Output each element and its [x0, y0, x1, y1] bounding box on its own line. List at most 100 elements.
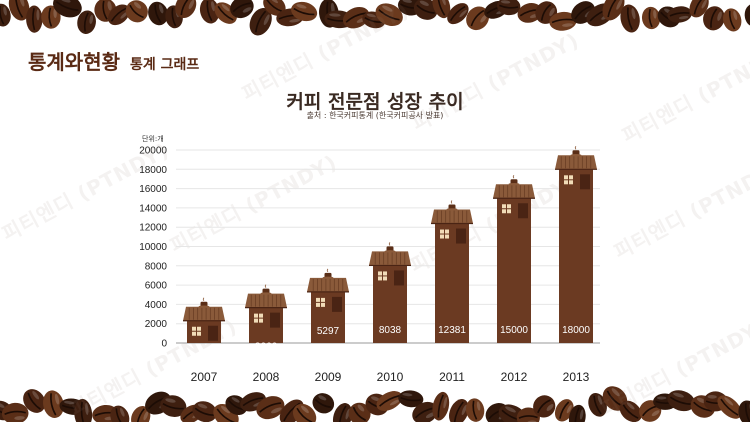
bar-house: 2305	[183, 297, 225, 366]
coffee-bean	[1, 402, 29, 422]
x-tick-label: 2012	[501, 370, 528, 384]
y-tick-label: 8000	[145, 261, 168, 272]
y-tick-label: 4000	[145, 300, 168, 311]
y-tick-label: 0	[161, 339, 167, 350]
coffee-bean	[667, 6, 692, 23]
coffee-bean	[497, 0, 521, 16]
x-tick-label: 2008	[253, 370, 280, 384]
bar-house: 18000	[555, 146, 597, 343]
coffee-bean	[554, 399, 574, 422]
coffee-bean	[0, 3, 11, 27]
coffee-bean	[348, 402, 371, 422]
x-tick-label: 2013	[563, 370, 590, 384]
coffee-bean	[413, 0, 438, 20]
coffee-bean	[465, 398, 485, 422]
coffee-cup-icon	[446, 200, 458, 211]
coffee-bean	[175, 0, 197, 19]
bar-value-label: 8038	[379, 325, 402, 336]
y-tick-label: 2000	[145, 319, 168, 330]
coffee-bean	[703, 6, 725, 31]
coffee-bean	[26, 5, 43, 33]
x-tick-label: 2007	[191, 370, 218, 384]
coffee-bean	[432, 0, 451, 19]
coffee-bean	[160, 395, 187, 417]
bar-house: 3666	[245, 284, 287, 353]
coffee-bean	[667, 390, 696, 412]
bar-value-label: 3666	[255, 342, 278, 353]
coffee-bean	[192, 401, 217, 422]
coffee-bean	[376, 391, 403, 411]
chart-title: 커피 전문점 성장 추이	[286, 91, 464, 113]
coffee-bean	[256, 396, 285, 420]
coffee-bean	[230, 0, 254, 19]
bar-house: 12381	[431, 200, 473, 343]
chart-subtitle: 출처 : 한국커피통계 (한국커피공사 발표)	[306, 111, 444, 120]
bar-value-label: 18000	[562, 325, 590, 336]
coffee-bean	[602, 0, 625, 21]
y-tick-label: 12000	[139, 223, 167, 234]
coffee-bean	[722, 8, 742, 32]
bar-house: 5297	[307, 268, 349, 343]
coffee-bean	[199, 0, 220, 24]
coffee-beans-top-border	[0, 0, 750, 36]
y-tick-label: 14000	[139, 203, 167, 214]
coffee-bean	[449, 399, 469, 422]
coffee-bean	[108, 4, 130, 26]
coffee-bean	[263, 0, 286, 16]
coffee-cup-icon	[260, 284, 272, 295]
coffee-bean	[375, 3, 403, 27]
coffee-bean	[689, 0, 709, 18]
coffee-bean	[432, 391, 450, 421]
coffee-bean	[568, 404, 586, 422]
coffee-cup-icon	[322, 268, 334, 279]
bar	[559, 169, 593, 343]
coffee-bean	[74, 398, 93, 422]
coffee-bean	[41, 5, 61, 29]
coffee-bean	[43, 390, 64, 418]
bar-value-label: 12381	[438, 325, 466, 336]
coffee-bean	[110, 405, 130, 422]
coffee-bean	[53, 0, 82, 18]
coffee-bean	[641, 6, 661, 30]
coffee-bean	[312, 393, 335, 414]
bar-house: 15000	[493, 174, 535, 343]
x-tick-label: 2011	[439, 370, 465, 384]
y-tick-label: 20000	[139, 146, 167, 157]
coffee-bean	[466, 6, 490, 31]
brand-header: 통계와현황 통계 그래프	[28, 46, 199, 75]
bar-value-label: 15000	[500, 325, 528, 336]
brand-subtitle: 통계 그래프	[130, 57, 200, 73]
unit-label: 단위:개	[142, 135, 164, 143]
coffee-bean	[516, 407, 540, 422]
coffee-cup-icon	[570, 146, 582, 157]
coffee-bean	[77, 10, 96, 34]
coffee-bean	[125, 0, 148, 23]
coffee-bean	[588, 392, 607, 417]
coffee-bean	[291, 1, 318, 22]
coffee-bean	[23, 389, 46, 413]
x-tick-label: 2010	[377, 370, 404, 384]
bar-house: 8038	[369, 242, 411, 343]
coffee-bean	[398, 390, 424, 408]
coffee-bean	[549, 11, 577, 31]
y-tick-label: 6000	[145, 281, 168, 292]
coffee-bean	[620, 4, 640, 33]
coffee-bean	[148, 1, 169, 26]
brand-title: 통계와현황	[28, 50, 120, 74]
coffee-cup-icon	[508, 174, 520, 186]
coffee-bean	[8, 0, 30, 21]
coffee-bean	[249, 7, 272, 36]
bar-value-label: 2305	[193, 355, 216, 366]
coffee-bean	[447, 3, 469, 25]
coffee-bean	[619, 400, 642, 422]
coffee-bean	[533, 395, 556, 418]
coffee-beans-bottom-border	[0, 386, 750, 422]
coffee-bean	[744, 3, 750, 27]
bar	[497, 198, 531, 343]
y-tick-label: 16000	[139, 184, 167, 195]
bar-value-label: 5297	[317, 326, 340, 337]
y-tick-label: 10000	[139, 242, 167, 253]
coffee-bean	[131, 406, 151, 422]
coffee-bean	[717, 395, 742, 419]
